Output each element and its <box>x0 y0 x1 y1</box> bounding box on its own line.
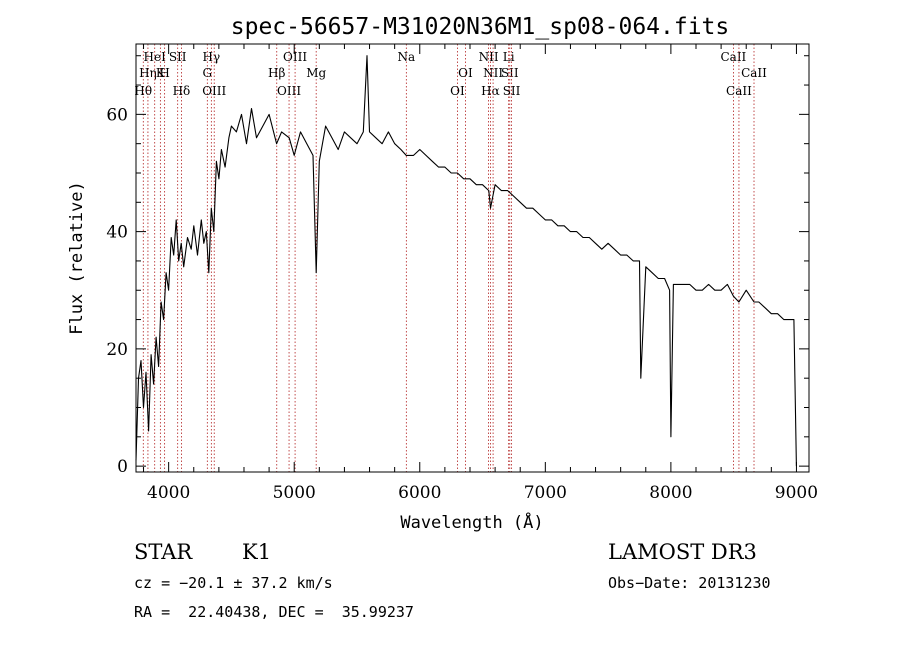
coordinates: RA = 22.40438, DEC = 35.99237 <box>134 603 414 621</box>
line-label-8: Hγ <box>203 50 221 64</box>
x-tick-label-2: 6000 <box>398 483 441 503</box>
observation-date: Obs−Date: 20131230 <box>608 574 771 592</box>
line-label-5: SII <box>169 50 187 64</box>
survey-name: LAMOST DR3 <box>608 540 757 564</box>
redshift-velocity: cz = −20.1 ± 37.2 km/s <box>134 574 333 592</box>
x-axis-label: Wavelength (Å) <box>400 511 543 533</box>
line-label-23: CaII <box>720 50 746 64</box>
line-label-4: H <box>159 66 169 80</box>
line-label-19: NII <box>483 66 503 80</box>
x-tick-label-0: 4000 <box>147 483 190 503</box>
spectral-line-markers: HθHηHeIKHSIIHδGHγOIIIHβOIIIOIIIMgNaOIOIN… <box>134 44 767 472</box>
line-label-21: SII <box>501 66 519 80</box>
spectrum-line-0 <box>135 55 797 467</box>
y-axis-label: Flux (relative) <box>67 181 87 335</box>
line-label-7: G <box>203 66 213 80</box>
chart-title: spec-56657-M31020N36M1_sp08-064.fits <box>231 14 730 40</box>
line-label-9: OIII <box>202 84 226 98</box>
spectrum-series <box>135 55 797 467</box>
line-label-0: Hθ <box>134 84 152 98</box>
line-label-3: K <box>156 66 166 80</box>
object-subclass: K1 <box>242 540 272 564</box>
line-label-16: OI <box>458 66 473 80</box>
line-label-20: Li <box>503 50 515 64</box>
line-label-2: HeI <box>144 50 167 64</box>
y-tick-label-3: 60 <box>106 105 128 125</box>
line-label-10: Hβ <box>268 66 285 80</box>
line-label-24: CaII <box>726 84 752 98</box>
plot-frame <box>135 43 810 473</box>
axis-ticks: 4000 5000 6000 7000 8000 9000 0 20 40 60 <box>106 44 818 503</box>
line-label-15: OI <box>450 84 465 98</box>
y-tick-label-2: 40 <box>106 223 128 243</box>
x-tick-label-3: 7000 <box>524 483 567 503</box>
line-label-11: OIII <box>277 84 301 98</box>
x-tick-label-5: 9000 <box>775 483 818 503</box>
line-label-22: SII <box>503 84 521 98</box>
line-label-17: NII <box>479 50 499 64</box>
x-tick-label-1: 5000 <box>273 483 316 503</box>
line-label-13: Mg <box>306 66 326 80</box>
object-class: STAR <box>134 540 193 564</box>
line-label-25: CaII <box>741 66 767 80</box>
line-label-12: OIII <box>283 50 307 64</box>
y-tick-label-1: 20 <box>106 340 128 360</box>
x-tick-label-4: 8000 <box>649 483 692 503</box>
line-label-1: Hη <box>139 66 157 80</box>
line-label-6: Hδ <box>173 84 191 98</box>
line-label-18: Hα <box>481 84 500 98</box>
y-tick-label-0: 0 <box>117 457 128 477</box>
line-label-14: Na <box>398 50 416 64</box>
